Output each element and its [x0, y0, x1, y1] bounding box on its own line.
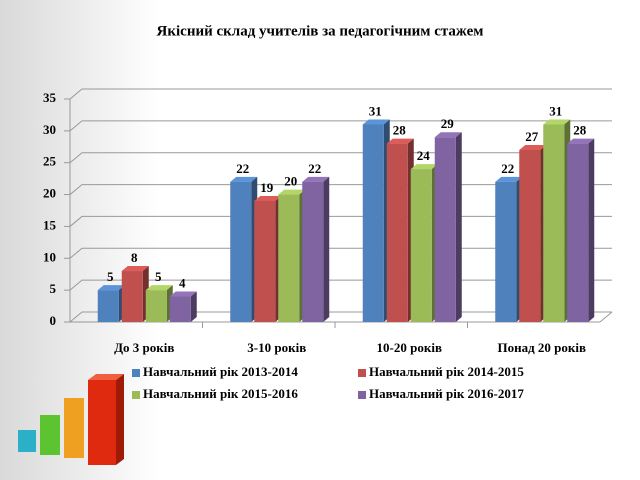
- y-tick-label: 0: [50, 313, 57, 328]
- grid-line: [69, 88, 612, 100]
- bar-side: [323, 176, 330, 322]
- data-label: 31: [549, 103, 562, 118]
- data-label: 5: [155, 269, 162, 284]
- data-label: 22: [236, 161, 249, 176]
- bar: [145, 290, 167, 322]
- y-tick-label: 10: [43, 249, 56, 264]
- x-tick-label: Понад 20 років: [497, 340, 586, 355]
- bar: [254, 200, 276, 322]
- x-tick-label: До 3 років: [114, 340, 174, 355]
- bar-top: [410, 164, 438, 170]
- data-label: 19: [260, 180, 274, 195]
- data-label: 20: [284, 174, 297, 189]
- data-label: 8: [131, 250, 138, 265]
- legend-label: Навчальний рік 2014-2015: [369, 364, 524, 379]
- chart-title: Якісний склад учителів за педагогічним с…: [157, 23, 484, 39]
- bar-top: [302, 176, 330, 182]
- bar: [543, 124, 565, 322]
- bar-top: [121, 266, 149, 272]
- legend-label: Навчальний рік 2016-2017: [369, 386, 524, 401]
- bar-top: [278, 189, 306, 195]
- bar: [230, 181, 252, 322]
- bar-top: [145, 285, 173, 291]
- grid-line: [69, 120, 612, 132]
- bar: [97, 290, 119, 322]
- data-label: 24: [417, 148, 431, 163]
- data-label: 5: [107, 269, 114, 284]
- bar: [434, 137, 456, 322]
- y-tick-label: 15: [43, 217, 57, 232]
- bar: [519, 149, 541, 322]
- data-label: 28: [393, 123, 407, 138]
- bar-top: [434, 132, 462, 138]
- bar-top: [519, 144, 547, 150]
- y-tick-label: 20: [43, 186, 56, 201]
- bar-top: [495, 176, 523, 182]
- bar-top: [567, 138, 595, 144]
- y-tick-label: 5: [50, 281, 57, 296]
- bar-side: [588, 138, 595, 322]
- bar: [362, 124, 384, 322]
- legend-swatch: [358, 391, 366, 399]
- x-tick-label: 10-20 років: [377, 340, 442, 355]
- data-label: 28: [573, 123, 587, 138]
- y-tick-label: 35: [43, 90, 57, 105]
- bar: [495, 181, 517, 322]
- legend-swatch: [132, 369, 140, 377]
- data-label: 27: [525, 129, 539, 144]
- bar-top: [254, 195, 282, 201]
- decor-icon: [18, 374, 124, 465]
- bar-top: [230, 176, 258, 182]
- bar-side: [455, 132, 462, 322]
- bar-top: [386, 138, 414, 144]
- legend-swatch: [132, 391, 140, 399]
- bar-top: [97, 285, 125, 291]
- bar-top: [169, 291, 197, 297]
- bar: [567, 143, 589, 322]
- bar: [278, 194, 300, 322]
- legend-label: Навчальний рік 2015-2016: [143, 386, 298, 401]
- y-tick-label: 30: [43, 122, 56, 137]
- bar: [169, 296, 191, 322]
- legend-swatch: [358, 369, 366, 377]
- data-label: 29: [441, 116, 455, 131]
- floor-right: [599, 311, 613, 323]
- y-tick-label: 25: [43, 154, 57, 169]
- data-label: 31: [369, 103, 382, 118]
- x-tick-label: 3-10 років: [247, 340, 306, 355]
- bar-top: [362, 119, 390, 125]
- data-label: 4: [179, 275, 186, 290]
- legend-label: Навчальний рік 2013-2014: [143, 364, 298, 379]
- bar: [302, 181, 324, 322]
- bar: [121, 271, 143, 322]
- bar: [410, 169, 432, 322]
- data-label: 22: [308, 161, 321, 176]
- bar-side: [190, 291, 197, 322]
- data-label: 22: [501, 161, 514, 176]
- bar-top: [543, 119, 571, 125]
- bar: [386, 143, 408, 322]
